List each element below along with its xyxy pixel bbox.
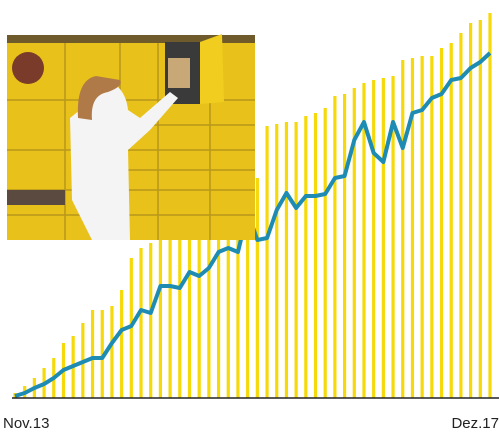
bar (401, 60, 405, 398)
bar (488, 13, 492, 398)
bar (342, 94, 347, 398)
bar (469, 23, 473, 398)
bar (158, 230, 163, 398)
bar (216, 208, 221, 398)
parcel (168, 58, 190, 88)
bar (449, 43, 453, 398)
bar (149, 243, 153, 398)
bar (381, 78, 385, 398)
photo (7, 34, 255, 240)
bar (187, 218, 192, 398)
bar (275, 124, 279, 398)
bar (236, 198, 240, 398)
bar (352, 88, 356, 398)
x-tick-label: Nov.13 (3, 415, 49, 432)
locker-door (200, 34, 224, 104)
bar (178, 223, 182, 398)
bar (168, 228, 172, 398)
bar (313, 113, 318, 398)
bar (430, 56, 434, 398)
bar (255, 178, 259, 398)
bar (478, 20, 482, 398)
x-tick-label: Dez.17 (451, 415, 499, 432)
bar (284, 122, 289, 398)
bar (139, 248, 143, 398)
plot (13, 13, 492, 398)
bar (439, 48, 444, 398)
bar (420, 56, 424, 398)
bar (207, 210, 211, 398)
bar (333, 96, 337, 398)
x-axis: Nov.13 Dez.17 (3, 415, 499, 432)
hair (77, 76, 121, 120)
bar (120, 290, 124, 398)
bar (372, 80, 376, 398)
photo-top (7, 35, 255, 43)
bar (362, 83, 366, 398)
bar (304, 116, 308, 398)
bar (226, 203, 230, 398)
bar (110, 306, 114, 398)
bar (100, 310, 104, 398)
bar (391, 76, 395, 398)
bar (294, 122, 298, 398)
bar (197, 213, 201, 398)
bar (410, 58, 415, 398)
bar (265, 126, 269, 398)
figurine (12, 52, 44, 84)
bar (90, 310, 95, 398)
bar (323, 108, 327, 398)
bar (246, 188, 250, 398)
bar (459, 33, 463, 398)
person (70, 78, 178, 240)
shelf (7, 190, 65, 205)
